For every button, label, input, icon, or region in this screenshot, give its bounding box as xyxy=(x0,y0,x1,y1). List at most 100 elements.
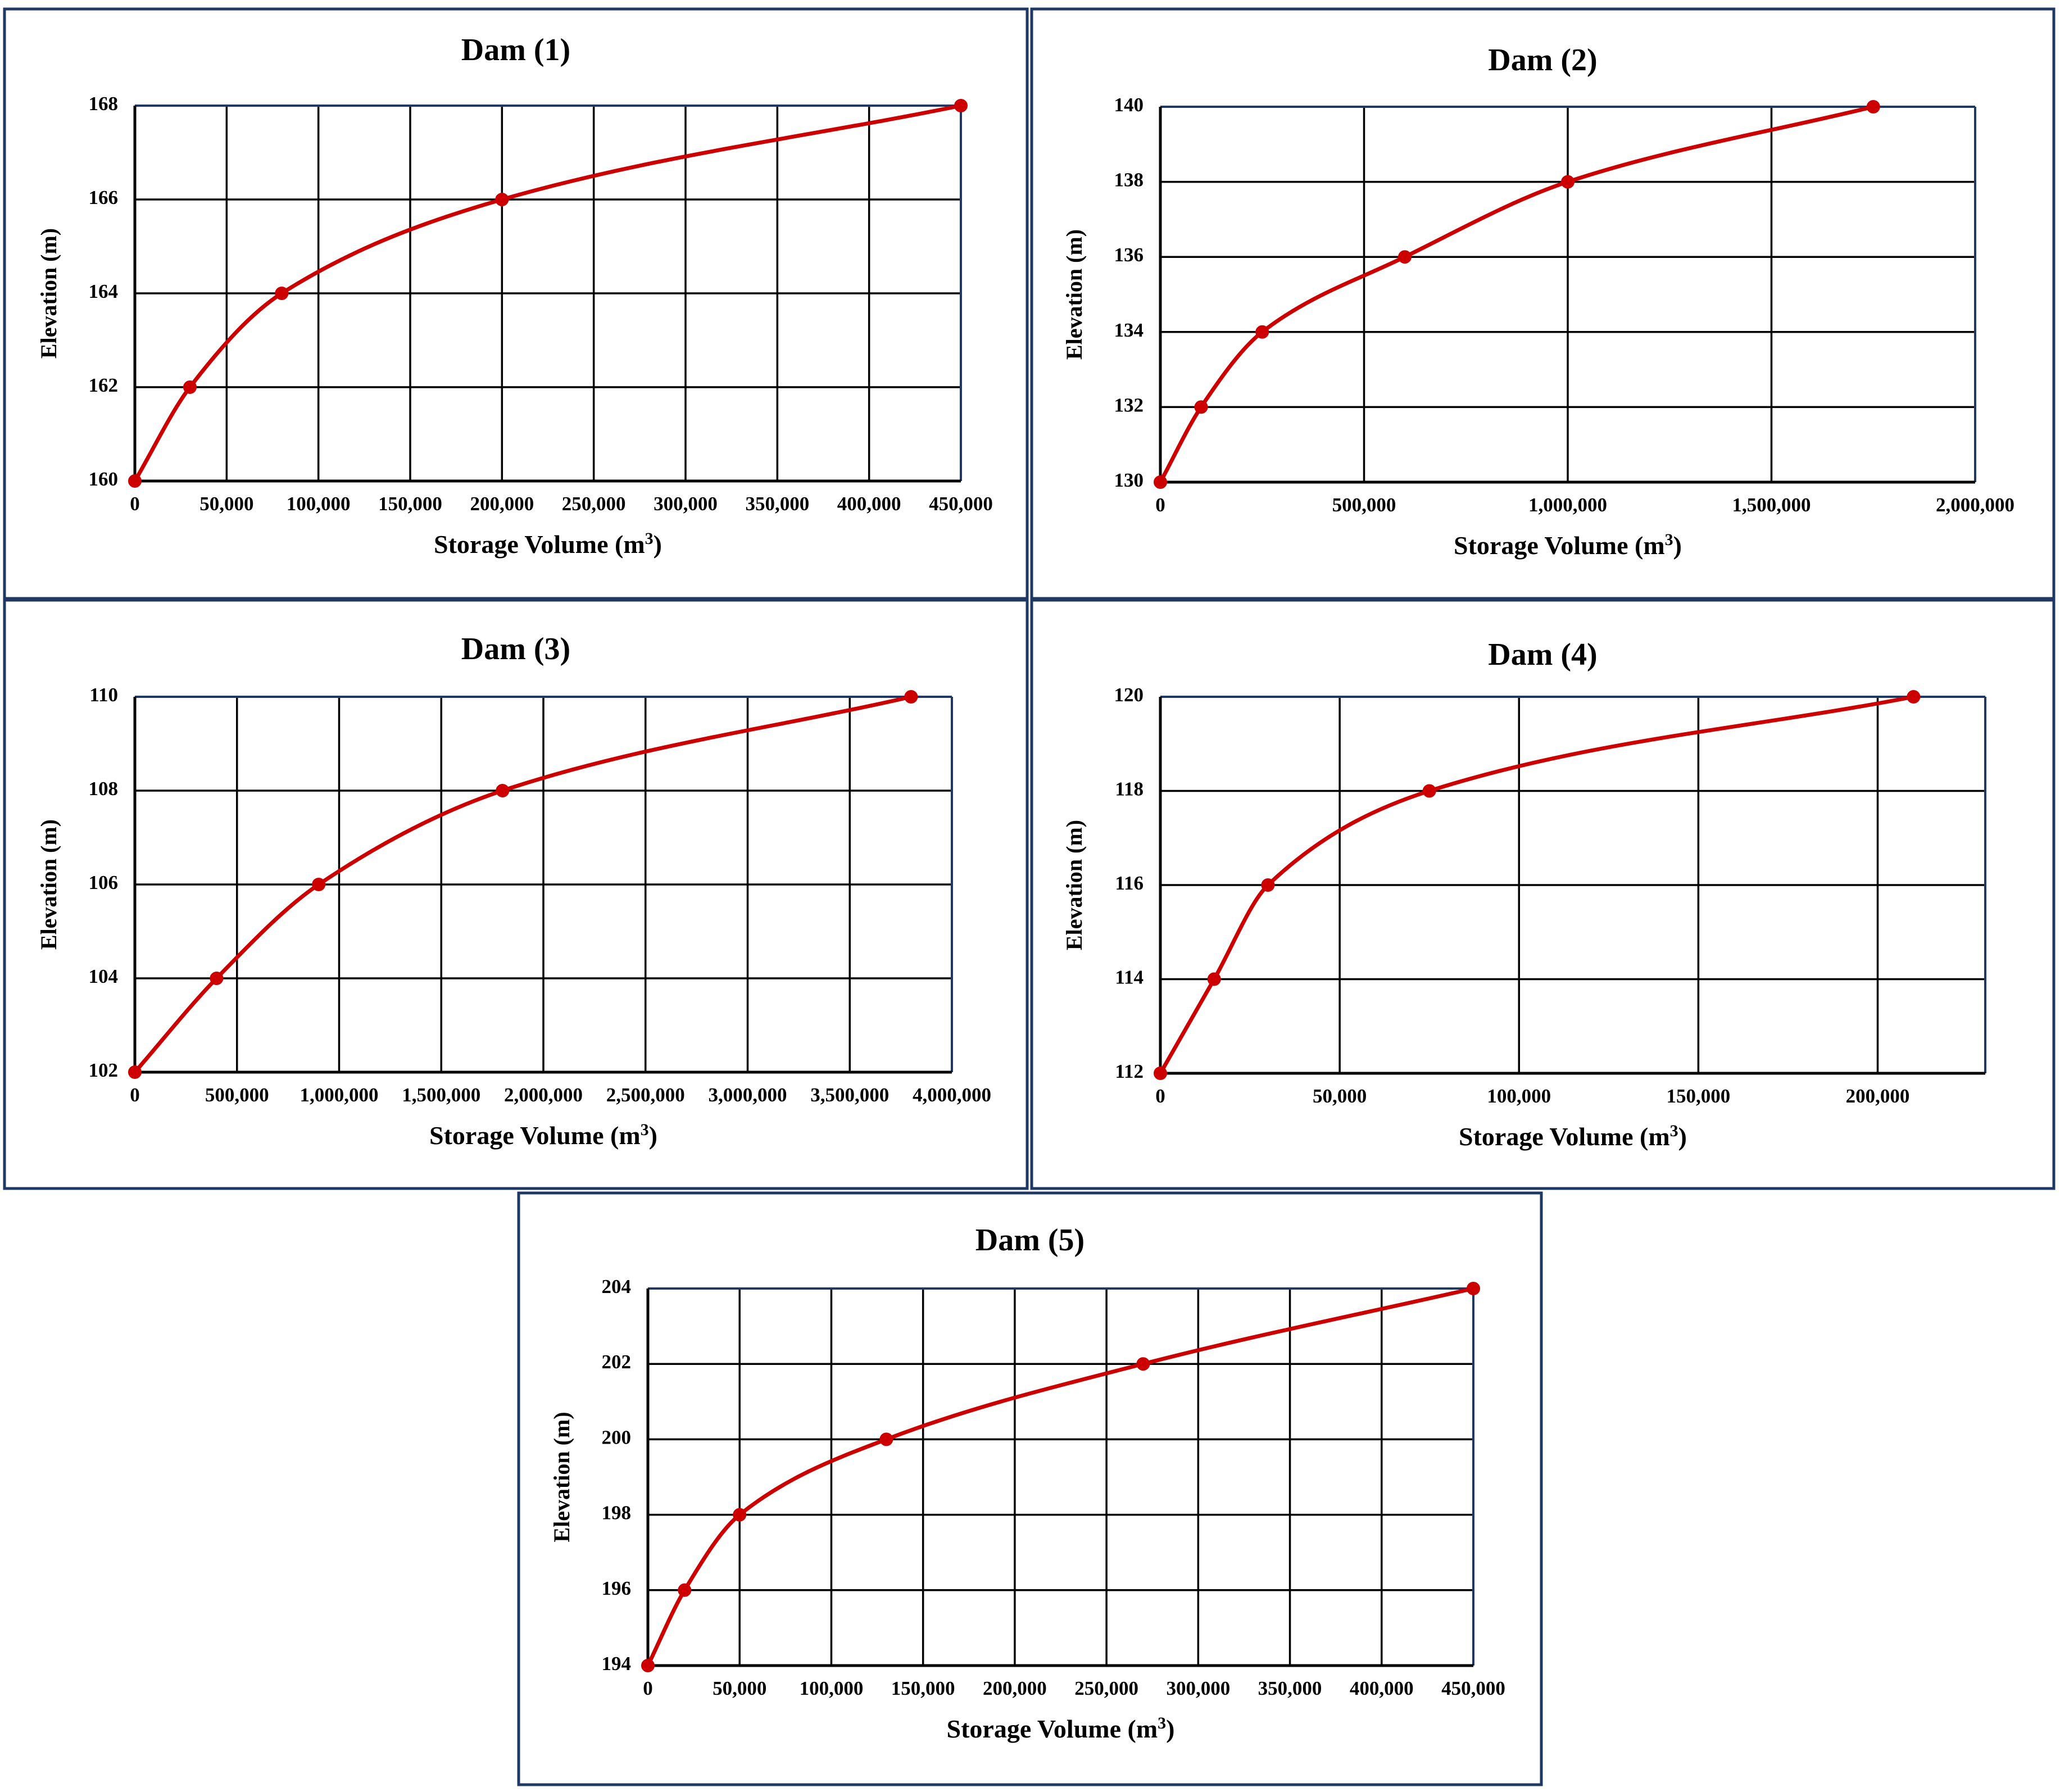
dam-1-x-tick-label-7: 350,000 xyxy=(745,493,809,515)
dam-1-y-tick-label-1: 162 xyxy=(89,374,119,396)
dam-1-data-point-3 xyxy=(495,193,509,206)
dam-1-x-axis-label: Storage Volume (m3) xyxy=(434,529,662,559)
dam-3-y-tick-label-1: 104 xyxy=(89,965,119,987)
dam-1-x-tick-label-4: 200,000 xyxy=(470,493,534,515)
dam-3-x-tick-label-1: 500,000 xyxy=(205,1084,269,1106)
dam-2-y-tick-label-2: 134 xyxy=(1114,319,1144,341)
dam-2-y-tick-label-5: 140 xyxy=(1114,94,1144,116)
dam-3-data-point-1 xyxy=(210,972,224,985)
dam-2-x-tick-label-1: 500,000 xyxy=(1332,494,1396,516)
dam-5-data-point-3 xyxy=(879,1432,893,1446)
dam-4-y-tick-label-0: 112 xyxy=(1115,1060,1144,1082)
dam-3-x-tick-label-0: 0 xyxy=(130,1084,140,1106)
dam-2-x-tick-label-4: 2,000,000 xyxy=(1936,494,2014,516)
dam-4-x-tick-label-1: 50,000 xyxy=(1313,1085,1367,1107)
dam-5-data-point-4 xyxy=(1136,1357,1150,1371)
chart-panel-dam-4: Dam (4) 0 50,000 100,000 150,000 200,000 112 11… xyxy=(1030,598,2056,1190)
dam-2-x-tick-label-2: 1,000,000 xyxy=(1528,494,1607,516)
dam-2-y-tick-label-1: 132 xyxy=(1114,394,1144,416)
dam-2-y-tick-label-0: 130 xyxy=(1114,469,1144,491)
dam-1-x-tick-label-3: 150,000 xyxy=(378,493,442,515)
dam-3-x-tick-label-3: 1,500,000 xyxy=(402,1084,480,1106)
dam-5-x-tick-label-9: 450,000 xyxy=(1441,1677,1505,1699)
dam-3-x-axis-label: Storage Volume (m3) xyxy=(429,1120,657,1150)
dam-3-x-tick-label-4: 2,000,000 xyxy=(504,1084,583,1106)
chart-panel-dam-1: Dam (1) 0 50,000 100,000 150,000 200,000 250,0… xyxy=(3,7,1029,600)
dam-4-y-tick-label-4: 120 xyxy=(1114,684,1144,706)
dam-4-y-tick-label-2: 116 xyxy=(1115,872,1144,894)
dam-1-x-tick-label-9: 450,000 xyxy=(929,493,993,515)
dam-2-data-point-2 xyxy=(1255,325,1269,339)
dam-5-x-tick-label-4: 200,000 xyxy=(983,1677,1047,1699)
dam-5-x-tick-label-5: 250,000 xyxy=(1074,1677,1138,1699)
dam-5-x-tick-label-8: 400,000 xyxy=(1350,1677,1414,1699)
dam-1-x-tick-label-1: 50,000 xyxy=(199,493,253,515)
dam-3-x-tick-label-5: 2,500,000 xyxy=(606,1084,685,1106)
dam-5-data-point-5 xyxy=(1467,1282,1480,1295)
dam-2-data-point-3 xyxy=(1398,250,1412,264)
dam-1-x-tick-label-5: 250,000 xyxy=(562,493,626,515)
dam-5-x-axis-label: Storage Volume (m3) xyxy=(947,1714,1175,1744)
dam-5-x-tick-label-3: 150,000 xyxy=(891,1677,955,1699)
dam-1-y-tick-label-0: 160 xyxy=(89,468,119,490)
dam-4-data-point-0 xyxy=(1154,1067,1167,1080)
dam-2-data-point-0 xyxy=(1154,475,1167,489)
chart-panel-dam-2: Dam (2) 0 500,000 1,000,000 1,500,000 2,000,0… xyxy=(1030,7,2056,600)
dam-2-x-tick-label-0: 0 xyxy=(1155,494,1165,516)
dam-2-data-point-5 xyxy=(1866,100,1880,114)
dam-1-data-point-0 xyxy=(128,474,142,488)
dam-1-data-point-4 xyxy=(954,99,968,112)
dam-1-x-tick-label-6: 300,000 xyxy=(654,493,718,515)
dam-4-y-axis-label: Elevation (m) xyxy=(1061,820,1087,950)
dam-3-x-tick-label-7: 3,500,000 xyxy=(810,1084,889,1106)
dam-1-data-point-1 xyxy=(183,380,197,394)
dam-3-data-point-4 xyxy=(904,690,918,704)
dam-5-y-tick-label-1: 196 xyxy=(602,1577,632,1599)
dam-5-y-tick-label-3: 200 xyxy=(602,1426,632,1448)
dam-5-y-tick-label-0: 194 xyxy=(602,1653,632,1675)
dam-4-x-tick-label-2: 100,000 xyxy=(1487,1085,1551,1107)
dam-4-data-point-1 xyxy=(1207,972,1221,986)
dam-2-x-axis-label: Storage Volume (m3) xyxy=(1454,530,1682,560)
dam-2-y-axis-label: Elevation (m) xyxy=(1061,229,1087,360)
dam-2-y-tick-label-4: 138 xyxy=(1114,169,1144,191)
dam-5-y-tick-label-4: 202 xyxy=(602,1351,632,1373)
dam-3-y-tick-label-3: 108 xyxy=(89,778,119,800)
dam-5-data-point-0 xyxy=(641,1659,655,1672)
dam-1-data-point-2 xyxy=(275,287,289,300)
chart-panel-dam-3: Dam (3) 0 500,000 1,000,000 1,500,000 2,000,0… xyxy=(3,598,1029,1190)
dam-3-data-point-2 xyxy=(312,878,326,891)
dam-5-x-tick-label-7: 350,000 xyxy=(1258,1677,1322,1699)
dam-2-chart-title: Dam (2) xyxy=(1488,43,1597,78)
dam-2-x-tick-label-3: 1,500,000 xyxy=(1732,494,1811,516)
dam-4-x-tick-label-3: 150,000 xyxy=(1667,1085,1731,1107)
dam-1-y-tick-label-3: 166 xyxy=(89,187,119,208)
chart-panel-dam-5: Dam (5) 0 50,000 100,000 150,000 200,000 250,0… xyxy=(517,1191,1543,1786)
dam-3-y-tick-label-4: 110 xyxy=(89,684,118,706)
dam-3-y-tick-label-2: 106 xyxy=(89,872,119,893)
dam-4-x-tick-label-0: 0 xyxy=(1155,1085,1165,1107)
dam-5-y-axis-label: Elevation (m) xyxy=(549,1412,574,1542)
dam-4-data-point-4 xyxy=(1907,690,1921,704)
dam-4-y-tick-label-3: 118 xyxy=(1115,778,1144,800)
dam-1-x-tick-label-8: 400,000 xyxy=(837,493,901,515)
dam-5-data-point-2 xyxy=(733,1508,747,1522)
dam-4-chart-title: Dam (4) xyxy=(1488,637,1597,672)
dam-4-x-axis-label: Storage Volume (m3) xyxy=(1459,1122,1687,1151)
dam-3-y-axis-label: Elevation (m) xyxy=(36,819,61,950)
dam-2-y-tick-label-3: 136 xyxy=(1114,244,1144,266)
dam-1-y-tick-label-2: 164 xyxy=(89,280,119,302)
dam-3-series-line xyxy=(133,695,913,1074)
dam-1-x-tick-label-2: 100,000 xyxy=(287,493,351,515)
dam-3-chart-title: Dam (3) xyxy=(461,632,570,666)
dam-3-data-point-0 xyxy=(128,1065,142,1079)
dam-5-x-tick-label-0: 0 xyxy=(643,1677,653,1699)
dam-5-x-tick-label-2: 100,000 xyxy=(800,1677,864,1699)
dam-5-y-tick-label-5: 204 xyxy=(602,1276,632,1298)
dam-1-y-axis-label: Elevation (m) xyxy=(36,228,61,359)
dam-2-data-point-1 xyxy=(1194,400,1208,414)
dam-3-x-tick-label-8: 4,000,000 xyxy=(913,1084,991,1106)
dam-1-chart-title: Dam (1) xyxy=(461,33,570,67)
dam-3-x-tick-label-2: 1,000,000 xyxy=(300,1084,379,1106)
